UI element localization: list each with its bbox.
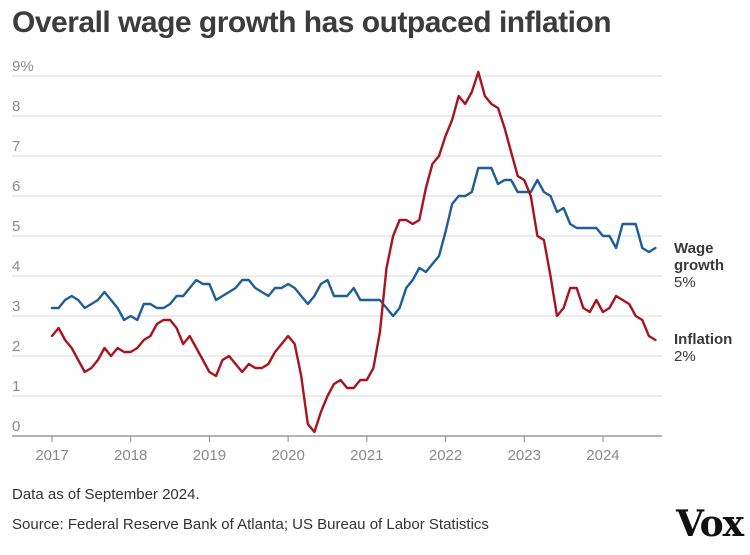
y-tick-label: 0 — [12, 418, 20, 435]
wage-growth-label: Wage — [674, 240, 713, 257]
x-tick-label: 2023 — [508, 447, 541, 464]
y-tick-label: 2 — [12, 338, 20, 355]
chart-title: Overall wage growth has outpaced inflati… — [12, 6, 612, 39]
x-axis-tick-labels: 2017 2018 2019 2020 2021 2022 2023 2024 — [35, 447, 619, 464]
y-tick-label: 4 — [12, 258, 20, 275]
series-line-inflation — [50, 70, 657, 434]
source-note: Source: Federal Reserve Bank of Atlanta;… — [12, 516, 489, 533]
series-lines — [50, 70, 657, 434]
y-tick-label: 1 — [12, 378, 20, 395]
line-chart: 0 1 2 3 4 5 6 7 8 9% 2017 2018 2019 2020 2021 2022 2023… — [12, 58, 732, 464]
y-tick-label: 7 — [12, 138, 20, 155]
x-tick-label: 2022 — [429, 447, 462, 464]
x-tick-label: 2019 — [193, 447, 226, 464]
inflation-label: Inflation — [674, 331, 732, 348]
y-tick-label: 3 — [12, 298, 20, 315]
y-tick-label: 8 — [12, 98, 20, 115]
grid-lines — [12, 75, 662, 397]
vox-logo: Vox — [676, 503, 744, 545]
inflation-value: 2% — [674, 348, 696, 365]
y-tick-label: 9% — [12, 58, 34, 75]
series-line-wage-growth — [50, 166, 657, 322]
x-tick-label: 2018 — [114, 447, 147, 464]
x-tick-label: 2017 — [35, 447, 68, 464]
x-tick-label: 2020 — [271, 447, 304, 464]
y-tick-label: 5 — [12, 218, 20, 235]
x-tick-label: 2024 — [586, 447, 619, 464]
wage-growth-label-cont: growth — [674, 257, 724, 274]
x-axis — [12, 435, 662, 442]
data-date-note: Data as of September 2024. — [12, 486, 200, 503]
y-axis-tick-labels: 0 1 2 3 4 5 6 7 8 9% — [12, 58, 34, 435]
y-tick-label: 6 — [12, 178, 20, 195]
wage-growth-value: 5% — [674, 274, 696, 291]
x-tick-label: 2021 — [350, 447, 383, 464]
